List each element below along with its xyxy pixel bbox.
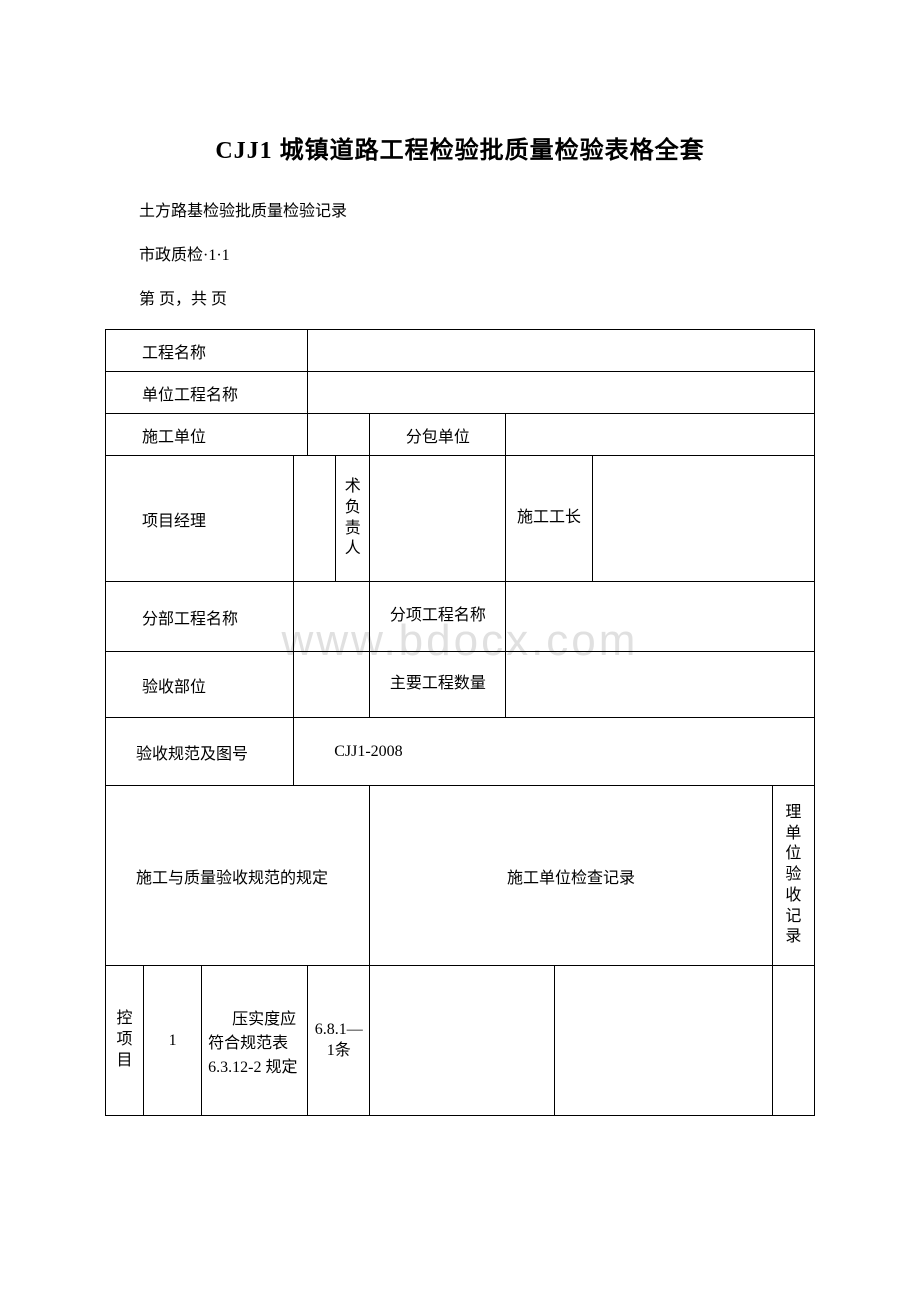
label-inspection-record: 施工单位检查记录 bbox=[370, 786, 772, 966]
page-title: CJJ1 城镇道路工程检验批质量检验表格全套 bbox=[105, 130, 815, 165]
item-1-clause: 6.8.1—1条 bbox=[308, 966, 370, 1116]
value-project-manager bbox=[294, 456, 336, 582]
row-spec-rule-header: 施工与质量验收规范的规定 施工单位检查记录 理单位验收记录 bbox=[106, 786, 815, 966]
value-acceptance-spec: CJJ1-2008 bbox=[294, 718, 815, 786]
value-foreman bbox=[592, 456, 814, 582]
row-project-name: 工程名称 bbox=[106, 330, 815, 372]
value-construction-unit bbox=[308, 414, 370, 456]
subtitle: 土方路基检验批质量检验记录 bbox=[105, 197, 815, 221]
label-main-quantity: 主要工程数量 bbox=[370, 652, 506, 718]
row-acceptance-spec: 验收规范及图号 CJJ1-2008 bbox=[106, 718, 815, 786]
item-1-record2 bbox=[554, 966, 772, 1116]
row-unit-project: 单位工程名称 bbox=[106, 372, 815, 414]
label-subcontractor: 分包单位 bbox=[370, 414, 506, 456]
label-acceptance-part: 验收部位 bbox=[106, 652, 294, 718]
form-table: 工程名称 单位工程名称 施工单位 分包单位 项目经理 术负责人 施工工长 分部工… bbox=[105, 329, 815, 1116]
doc-code: 市政质检·1·1 bbox=[105, 241, 815, 265]
row-subdivision: 分部工程名称 分项工程名称 bbox=[106, 582, 815, 652]
page-info: 第 页，共 页 bbox=[105, 285, 815, 309]
value-main-quantity bbox=[506, 652, 815, 718]
row-construction-unit: 施工单位 分包单位 bbox=[106, 414, 815, 456]
label-control-item: 控项目 bbox=[106, 966, 144, 1116]
value-subdivision bbox=[294, 582, 370, 652]
item-1-accept bbox=[772, 966, 814, 1116]
value-tech-person bbox=[370, 456, 506, 582]
label-subdivision: 分部工程名称 bbox=[106, 582, 294, 652]
item-1-no: 1 bbox=[144, 966, 202, 1116]
label-unit-project: 单位工程名称 bbox=[106, 372, 308, 414]
label-acceptance-record: 理单位验收记录 bbox=[772, 786, 814, 966]
item-1-text: 压实度应符合规范表6.3.12-2 规定 bbox=[202, 966, 308, 1116]
label-project-name: 工程名称 bbox=[106, 330, 308, 372]
label-foreman: 施工工长 bbox=[506, 456, 592, 582]
label-subitem: 分项工程名称 bbox=[370, 582, 506, 652]
value-acceptance-part bbox=[294, 652, 370, 718]
row-control-item-1: 控项目 1 压实度应符合规范表6.3.12-2 规定 6.8.1—1条 bbox=[106, 966, 815, 1116]
value-unit-project bbox=[308, 372, 815, 414]
row-project-manager: 项目经理 术负责人 施工工长 bbox=[106, 456, 815, 582]
label-tech-person: 术负责人 bbox=[336, 456, 370, 582]
page-container: CJJ1 城镇道路工程检验批质量检验表格全套 土方路基检验批质量检验记录 市政质… bbox=[0, 0, 920, 1116]
label-construction-unit: 施工单位 bbox=[106, 414, 308, 456]
value-subitem bbox=[506, 582, 815, 652]
row-acceptance-part: 验收部位 主要工程数量 bbox=[106, 652, 815, 718]
item-1-record1 bbox=[370, 966, 554, 1116]
value-project-name bbox=[308, 330, 815, 372]
value-subcontractor bbox=[506, 414, 815, 456]
label-project-manager: 项目经理 bbox=[106, 456, 294, 582]
label-acceptance-spec: 验收规范及图号 bbox=[106, 718, 294, 786]
label-spec-rule: 施工与质量验收规范的规定 bbox=[106, 786, 370, 966]
